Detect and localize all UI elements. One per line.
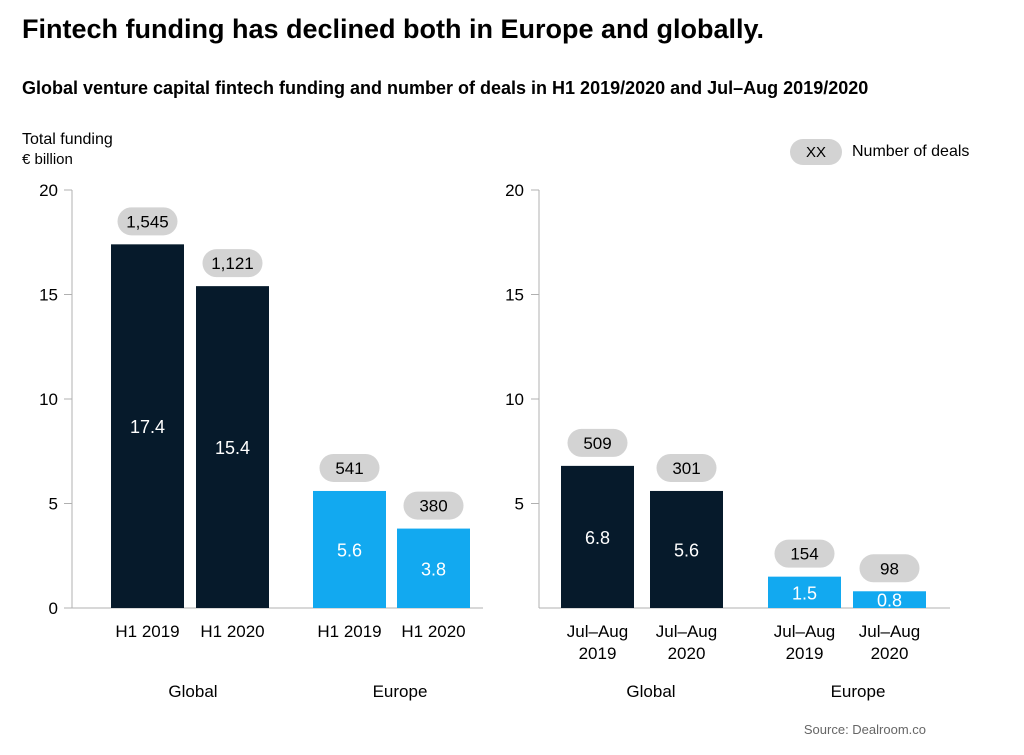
group-label: Global xyxy=(168,682,217,701)
group-label: Europe xyxy=(831,682,886,701)
deals-pill xyxy=(656,453,717,482)
deals-count-label: 98 xyxy=(880,559,899,578)
chart-title: Fintech funding has declined both in Eur… xyxy=(22,14,765,44)
chart-subtitle: Global venture capital fintech funding a… xyxy=(22,78,869,98)
x-tick-label: 2019 xyxy=(786,644,824,663)
y-tick-label: 0 xyxy=(49,599,58,618)
bar-value-label: 17.4 xyxy=(130,417,165,437)
y-tick-label: 5 xyxy=(49,495,58,514)
deals-count-label: 509 xyxy=(583,434,611,453)
y-axis-label: Total funding xyxy=(22,131,113,148)
x-tick-label: 2020 xyxy=(871,644,909,663)
bar-value-label: 3.8 xyxy=(421,559,446,579)
bar-value-label: 6.8 xyxy=(585,528,610,548)
x-tick-label: 2020 xyxy=(668,644,706,663)
x-tick-label: 2019 xyxy=(579,644,617,663)
bar xyxy=(313,490,386,608)
bar xyxy=(561,465,634,608)
x-tick-label: H1 2019 xyxy=(317,622,381,641)
deals-count-label: 1,545 xyxy=(126,212,169,231)
legend-deals-label: Number of deals xyxy=(852,143,970,160)
deals-pill xyxy=(202,249,263,278)
deals-count-label: 380 xyxy=(419,497,447,516)
bar xyxy=(768,576,841,608)
bar xyxy=(650,490,723,608)
y-tick-label: 10 xyxy=(39,390,58,409)
x-tick-label: Jul–Aug xyxy=(859,622,920,641)
y-tick-label: 10 xyxy=(505,390,524,409)
deals-pill xyxy=(117,207,178,236)
deals-pill xyxy=(774,539,835,568)
group-label: Global xyxy=(626,682,675,701)
group-label: Europe xyxy=(373,682,428,701)
y-tick-label: 5 xyxy=(515,495,524,514)
x-tick-label: Jul–Aug xyxy=(567,622,628,641)
x-tick-label: H1 2019 xyxy=(115,622,179,641)
bar xyxy=(196,286,269,608)
y-axis-unit: € billion xyxy=(22,151,73,168)
bar-value-label: 0.8 xyxy=(877,591,902,611)
deals-count-label: 154 xyxy=(790,545,818,564)
y-tick-label: 20 xyxy=(505,181,524,200)
source-note: Source: Dealroom.co xyxy=(803,722,926,737)
bar xyxy=(111,244,184,608)
x-tick-label: H1 2020 xyxy=(200,622,264,641)
deals-pill xyxy=(859,554,920,583)
deals-pill xyxy=(319,453,380,482)
x-tick-label: H1 2020 xyxy=(401,622,465,641)
bar-value-label: 5.6 xyxy=(674,540,699,560)
bar-value-label: 15.4 xyxy=(215,438,250,458)
deals-count-label: 301 xyxy=(672,459,700,478)
deals-pill xyxy=(567,428,628,457)
deals-pill xyxy=(403,491,464,520)
x-tick-label: Jul–Aug xyxy=(656,622,717,641)
x-tick-label: Jul–Aug xyxy=(774,622,835,641)
deals-count-label: 541 xyxy=(335,459,363,478)
legend-deals-symbol: XX xyxy=(790,139,842,165)
y-tick-label: 15 xyxy=(505,286,524,305)
bar xyxy=(853,591,926,608)
bar xyxy=(397,528,470,608)
legend: XX Number of deals xyxy=(790,139,969,165)
y-tick-label: 15 xyxy=(39,286,58,305)
deals-count-label: 1,121 xyxy=(211,254,254,273)
bar-value-label: 1.5 xyxy=(792,583,817,603)
y-tick-label: 20 xyxy=(39,181,58,200)
bar-value-label: 5.6 xyxy=(337,540,362,560)
